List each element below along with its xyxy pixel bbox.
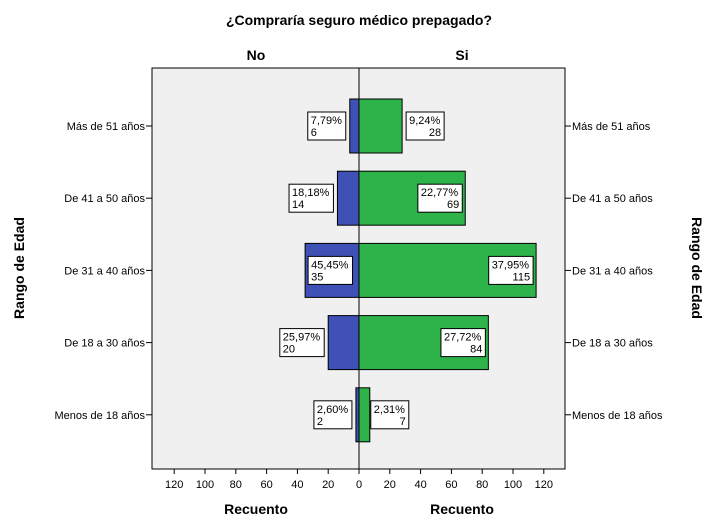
data-label-box bbox=[405, 111, 445, 141]
y-category-label-right: Más de 51 años bbox=[572, 121, 651, 133]
x-tick-label: 80 bbox=[476, 479, 488, 491]
data-label-box bbox=[307, 255, 354, 285]
y-category-label-right: De 41 a 50 años bbox=[572, 193, 653, 205]
data-label-count: 115 bbox=[513, 271, 531, 283]
data-label-count: 69 bbox=[447, 199, 459, 211]
data-label-count: 14 bbox=[292, 199, 304, 211]
x-ticks-layer: 0 20 20 40 40 60 60 80 80 100 100 120 120 bbox=[165, 469, 553, 491]
data-label-box bbox=[279, 328, 325, 358]
data-label-percent: 25,97% bbox=[283, 332, 321, 344]
bar-no-0 bbox=[349, 98, 360, 154]
data-label-box bbox=[288, 183, 334, 213]
data-label-box bbox=[313, 400, 353, 430]
data-label-count: 6 bbox=[311, 127, 317, 139]
bar-no-3 bbox=[327, 315, 360, 371]
y-category-label-right: De 18 a 30 años bbox=[572, 338, 653, 350]
data-label-box bbox=[307, 111, 347, 141]
x-tick-label: 20 bbox=[322, 479, 334, 491]
x-tick-label: 100 bbox=[196, 479, 214, 491]
data-label-count: 35 bbox=[311, 271, 323, 283]
right-panel-title: Si bbox=[455, 47, 468, 63]
data-label-count: 28 bbox=[429, 127, 441, 139]
x-tick-label: 120 bbox=[535, 479, 553, 491]
data-labels-layer: 7,79%6 9,24%28 18,18%14 22,77%69 45,45%35 37,… bbox=[279, 111, 534, 430]
y-category-label-left: Más de 51 años bbox=[67, 121, 146, 133]
x-tick-label: 120 bbox=[165, 479, 183, 491]
x-tick-label: 60 bbox=[260, 479, 272, 491]
x-axis-label-right: Recuento bbox=[430, 501, 494, 517]
x-tick-label: 80 bbox=[230, 479, 242, 491]
y-category-label-left: Menos de 18 años bbox=[54, 410, 145, 422]
data-label-percent: 18,18% bbox=[292, 187, 330, 199]
x-tick-label: 40 bbox=[291, 479, 303, 491]
data-label-box bbox=[488, 255, 534, 285]
y-category-label-left: De 41 a 50 años bbox=[64, 193, 145, 205]
x-tick-label: 60 bbox=[445, 479, 457, 491]
bar-si-0 bbox=[358, 98, 403, 154]
data-label-count: 84 bbox=[470, 344, 482, 356]
y-axis-label-right: Rango de Edad bbox=[689, 217, 705, 319]
data-label-box bbox=[417, 183, 463, 213]
data-label-percent: 22,77% bbox=[421, 187, 459, 199]
data-label-count: 20 bbox=[283, 344, 295, 356]
data-label-percent: 2,60% bbox=[317, 404, 348, 416]
y-category-label-right: De 31 a 40 años bbox=[572, 265, 653, 277]
data-label-count: 7 bbox=[400, 416, 406, 428]
bar-no-1 bbox=[336, 170, 360, 226]
data-label-percent: 45,45% bbox=[311, 259, 349, 271]
chart-title: ¿Compraría seguro médico prepagado? bbox=[226, 12, 492, 28]
x-tick-label: 100 bbox=[504, 479, 522, 491]
data-label-box bbox=[440, 328, 486, 358]
y-category-label-right: Menos de 18 años bbox=[572, 410, 663, 422]
y-category-label-left: De 18 a 30 años bbox=[64, 338, 145, 350]
y-category-label-left: De 31 a 40 años bbox=[64, 265, 145, 277]
x-axis-label-left: Recuento bbox=[224, 501, 288, 517]
data-label-count: 2 bbox=[317, 416, 323, 428]
left-panel-title: No bbox=[247, 47, 266, 63]
x-tick-label: 40 bbox=[414, 479, 426, 491]
data-label-percent: 27,72% bbox=[444, 332, 482, 344]
data-label-percent: 2,31% bbox=[374, 404, 405, 416]
x-tick-label: 20 bbox=[384, 479, 396, 491]
bar-si-4 bbox=[358, 387, 371, 443]
data-label-percent: 9,24% bbox=[409, 115, 440, 127]
y-axis-label-left: Rango de Edad bbox=[11, 217, 27, 319]
data-label-percent: 7,79% bbox=[311, 115, 342, 127]
x-tick-label: 0 bbox=[356, 479, 362, 491]
data-label-percent: 37,95% bbox=[492, 259, 530, 271]
category-labels-layer: Más de 51 años Más de 51 años De 41 a 50 a… bbox=[54, 121, 663, 422]
data-label-box bbox=[370, 400, 410, 430]
